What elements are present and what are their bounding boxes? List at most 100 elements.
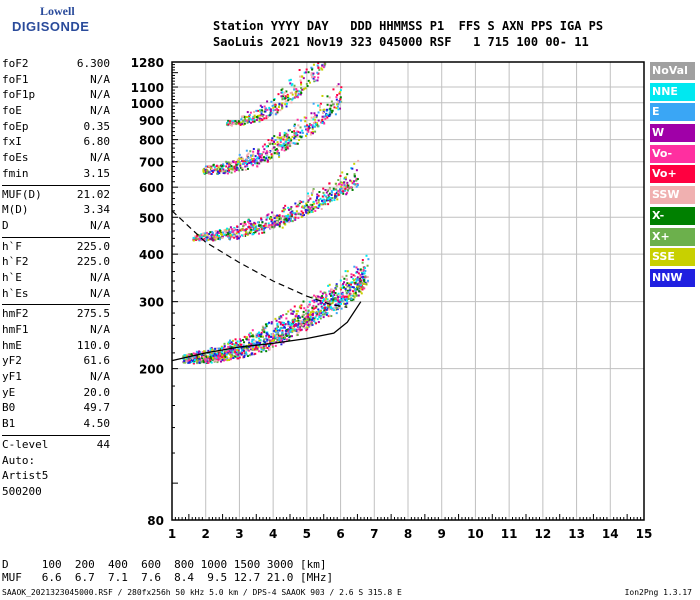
echo-point <box>233 235 236 238</box>
param-name: h`Es <box>2 286 29 300</box>
echo-point <box>245 164 248 167</box>
echo-point <box>274 317 277 320</box>
echo-point <box>319 310 322 313</box>
echo-point <box>308 314 311 317</box>
echo-point <box>317 308 320 311</box>
echo-point <box>348 282 351 285</box>
echo-point <box>309 203 312 206</box>
echo-point <box>282 93 285 96</box>
x-tick-label: 11 <box>501 527 518 541</box>
echo-point <box>344 183 347 186</box>
param-value: N/A <box>90 370 110 384</box>
echo-point <box>256 109 259 112</box>
echo-point <box>210 352 213 355</box>
echo-point <box>324 291 327 294</box>
echo-point <box>234 348 237 351</box>
echo-point <box>265 325 268 328</box>
echo-point <box>266 159 269 162</box>
legend-item-vo-: Vo- <box>650 144 695 163</box>
echo-point <box>213 234 216 237</box>
echo-point <box>276 141 279 144</box>
echo-point <box>216 231 219 234</box>
echo-point <box>289 211 292 214</box>
echo-point <box>217 356 220 359</box>
echo-point <box>223 229 226 232</box>
echo-point <box>248 343 251 346</box>
echo-point <box>278 155 281 158</box>
echo-point <box>312 207 315 210</box>
echo-point <box>227 123 230 126</box>
legend-item-x-: X- <box>650 206 695 225</box>
echo-point <box>252 115 255 118</box>
echo-point <box>204 232 207 235</box>
echo-point <box>339 191 342 194</box>
echo-point <box>328 300 331 303</box>
echo-point <box>325 293 328 296</box>
echo-point <box>293 320 296 323</box>
echo-point <box>335 188 338 191</box>
echo-point <box>276 332 279 335</box>
echo-point <box>228 167 231 170</box>
echo-point <box>326 188 329 191</box>
echo-point <box>195 235 198 238</box>
echo-point <box>315 313 318 316</box>
echo-point <box>219 169 222 172</box>
echo-point <box>312 317 315 320</box>
echo-point <box>267 343 270 346</box>
echo-point <box>326 108 329 111</box>
echo-point <box>343 296 346 299</box>
echo-point <box>258 224 261 227</box>
echo-point <box>252 224 255 227</box>
echo-point <box>312 200 315 203</box>
echo-point <box>326 116 329 119</box>
echo-point <box>293 325 296 328</box>
echo-point <box>278 225 281 228</box>
echo-point <box>237 162 240 165</box>
echo-point <box>345 299 348 302</box>
echo-point <box>207 238 210 241</box>
echo-point <box>270 335 273 338</box>
param-value: 20.0 <box>83 385 111 399</box>
echo-point <box>201 351 204 354</box>
echo-point <box>295 314 298 317</box>
echo-point <box>335 98 338 101</box>
echo-point <box>303 206 306 209</box>
echo-point <box>234 351 237 354</box>
echo-point <box>313 118 316 121</box>
echo-point <box>198 357 201 360</box>
echo-point <box>365 254 368 257</box>
header-line-1: Station YYYY DAY DDD HHMMSS P1 FFS S AXN… <box>213 19 604 33</box>
echo-point <box>291 83 294 86</box>
param-value: 275.5 <box>76 307 110 321</box>
echo-point <box>289 92 292 95</box>
echo-point <box>232 346 235 349</box>
echo-point <box>205 238 208 241</box>
echo-point <box>359 284 362 287</box>
echo-point <box>198 361 201 364</box>
echo-point <box>275 341 278 344</box>
echo-point <box>280 220 283 223</box>
echo-point <box>254 226 257 229</box>
echo-point <box>332 290 335 293</box>
echo-point <box>308 300 311 303</box>
echo-point <box>188 361 191 364</box>
echo-point <box>305 202 308 205</box>
echo-point <box>359 287 362 290</box>
param-value: N/A <box>90 88 110 102</box>
echo-point <box>349 283 352 286</box>
echo-point <box>331 307 334 310</box>
echo-point <box>351 188 354 191</box>
echo-point <box>244 162 247 165</box>
echo-point <box>201 356 204 359</box>
echo-point <box>282 210 285 213</box>
echo-point <box>326 196 329 199</box>
echo-point <box>212 238 215 241</box>
echo-point <box>211 232 214 235</box>
echo-point <box>235 163 238 166</box>
param-row: MUF(D) 21.02 <box>2 188 110 204</box>
echo-point <box>346 270 349 273</box>
echo-point <box>297 124 300 127</box>
echo-point <box>306 133 309 136</box>
echo-point <box>292 142 295 145</box>
echo-point <box>215 237 218 240</box>
